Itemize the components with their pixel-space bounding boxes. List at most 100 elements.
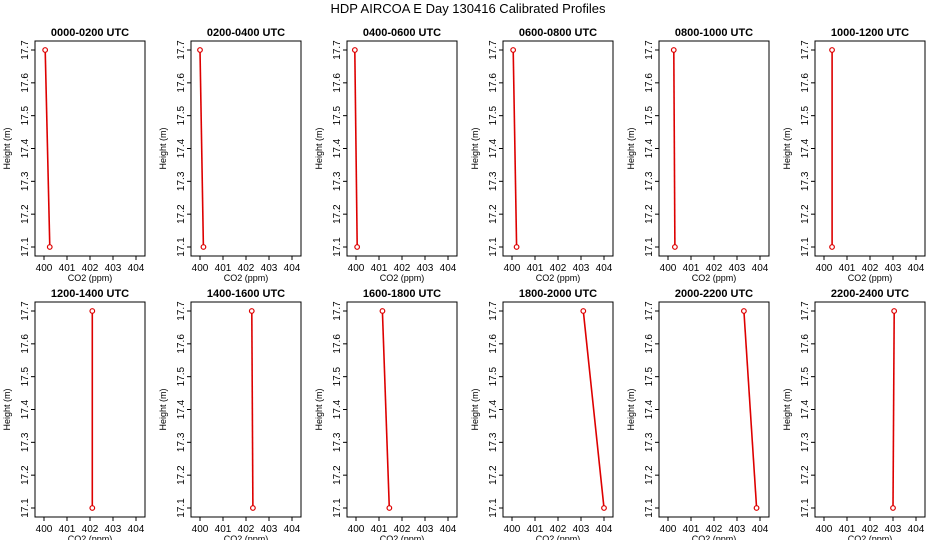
panel-title: 2000-2200 UTC (675, 288, 753, 300)
y-tick-label: 17.7 (176, 40, 187, 60)
y-tick-label: 17.7 (176, 301, 187, 321)
y-tick-label: 17.4 (176, 399, 187, 419)
x-tick-label: 402 (706, 263, 723, 274)
x-tick-label: 401 (839, 263, 856, 274)
y-tick-label: 17.6 (176, 334, 187, 354)
y-axis-label: Height (m) (2, 388, 12, 430)
x-tick-label: 403 (885, 524, 902, 535)
figure-title: HDP AIRCOA E Day 130416 Calibrated Profi… (330, 1, 606, 16)
x-axis-label: CO2 (ppm) (536, 273, 581, 283)
data-point (829, 244, 835, 250)
x-axis-label: CO2 (ppm) (692, 273, 737, 283)
y-tick-label: 17.5 (176, 366, 187, 386)
y-tick-label: 17.4 (644, 399, 655, 419)
x-tick-label: 402 (82, 263, 99, 274)
panel-1: 0000-0200 UTC 400 401 402 403 404 17.1 17.2 17.3… (2, 27, 146, 283)
series-line (381, 310, 391, 509)
data-point (741, 308, 747, 314)
data-point (601, 505, 607, 511)
y-tick-label: 17.2 (644, 204, 655, 224)
x-tick-label: 404 (440, 524, 457, 535)
x-tick-label: 403 (105, 524, 122, 535)
data-point (670, 47, 677, 53)
y-tick-label: 17.5 (176, 105, 187, 125)
data-point (891, 308, 898, 314)
y-tick-label: 17.2 (332, 465, 343, 485)
y-tick-label: 17.6 (644, 334, 655, 354)
x-tick-label: 400 (36, 263, 53, 274)
x-tick-label: 404 (440, 263, 457, 274)
y-tick-label: 17.5 (644, 105, 655, 125)
y-tick-label: 17.1 (800, 498, 811, 518)
data-point (672, 244, 678, 250)
y-tick-label: 17.1 (176, 237, 187, 257)
y-axis-label: Height (m) (782, 127, 792, 169)
x-tick-label: 404 (908, 524, 925, 535)
series-line (582, 310, 605, 509)
y-tick-label: 17.1 (644, 237, 655, 257)
x-tick-label: 402 (550, 524, 567, 535)
y-axis-label: Height (m) (626, 127, 636, 169)
y-tick-label: 17.2 (332, 204, 343, 224)
panel-7: 1200-1400 UTC 400 401 402 403 404 17.1 17.2 17.3… (2, 288, 146, 540)
y-tick-label: 17.1 (644, 498, 655, 518)
y-tick-label: 17.4 (332, 138, 343, 158)
y-tick-label: 17.7 (332, 40, 343, 60)
y-tick-label: 17.2 (800, 204, 811, 224)
series-line (354, 49, 358, 248)
y-tick-label: 17.1 (176, 498, 187, 518)
data-point (46, 244, 53, 250)
x-tick-label: 401 (215, 524, 232, 535)
y-tick-label: 17.2 (176, 204, 187, 224)
x-axis-label: CO2 (ppm) (848, 534, 893, 540)
panel-title: 2200-2400 UTC (831, 288, 909, 300)
x-tick-label: 401 (59, 524, 76, 535)
y-axis-label: Height (m) (470, 127, 480, 169)
panels: 0000-0200 UTC 400 401 402 403 404 17.1 17.2 17.3… (2, 27, 926, 540)
y-tick-label: 17.2 (176, 465, 187, 485)
panel-2: 0200-0400 UTC 400 401 402 403 404 17.1 17.2 17.3… (158, 27, 302, 283)
x-tick-label: 404 (596, 263, 613, 274)
x-tick-label: 402 (238, 263, 255, 274)
x-tick-label: 400 (660, 524, 677, 535)
y-tick-label: 17.6 (488, 73, 499, 93)
x-tick-label: 401 (371, 263, 388, 274)
y-tick-label: 17.7 (644, 301, 655, 321)
y-tick-label: 17.4 (488, 399, 499, 419)
y-tick-label: 17.6 (332, 334, 343, 354)
data-point (379, 308, 386, 314)
x-tick-label: 403 (105, 263, 122, 274)
data-point (890, 505, 896, 511)
panel-11: 2000-2200 UTC 400 401 402 403 404 17.1 17.2 17.3… (626, 288, 770, 540)
panel-3: 0400-0600 UTC 400 401 402 403 404 17.1 17.2 17.3… (314, 27, 458, 283)
y-tick-label: 17.3 (20, 171, 31, 191)
y-tick-label: 17.7 (488, 40, 499, 60)
data-point (89, 505, 96, 511)
x-tick-label: 404 (752, 263, 769, 274)
data-point (580, 308, 587, 314)
y-tick-label: 17.4 (20, 399, 31, 419)
x-tick-label: 400 (504, 263, 521, 274)
y-axis-label: Height (m) (626, 388, 636, 430)
x-tick-label: 402 (238, 524, 255, 535)
panel-title: 1000-1200 UTC (831, 27, 909, 39)
x-tick-label: 403 (417, 524, 434, 535)
data-point (42, 47, 49, 53)
y-tick-label: 17.2 (488, 465, 499, 485)
data-point (354, 244, 361, 250)
y-tick-label: 17.5 (800, 105, 811, 125)
x-tick-label: 404 (284, 524, 301, 535)
y-tick-label: 17.4 (20, 138, 31, 158)
data-point (510, 47, 517, 53)
x-tick-label: 404 (908, 263, 925, 274)
panel-12: 2200-2400 UTC 400 401 402 403 404 17.1 17.2 17.3… (782, 288, 926, 540)
series-line (743, 310, 758, 509)
x-tick-label: 400 (192, 524, 209, 535)
x-tick-label: 400 (816, 524, 833, 535)
x-tick-label: 404 (284, 263, 301, 274)
x-axis-label: CO2 (ppm) (68, 534, 113, 540)
y-tick-label: 17.4 (176, 138, 187, 158)
y-tick-label: 17.3 (332, 432, 343, 452)
y-tick-label: 17.3 (800, 171, 811, 191)
